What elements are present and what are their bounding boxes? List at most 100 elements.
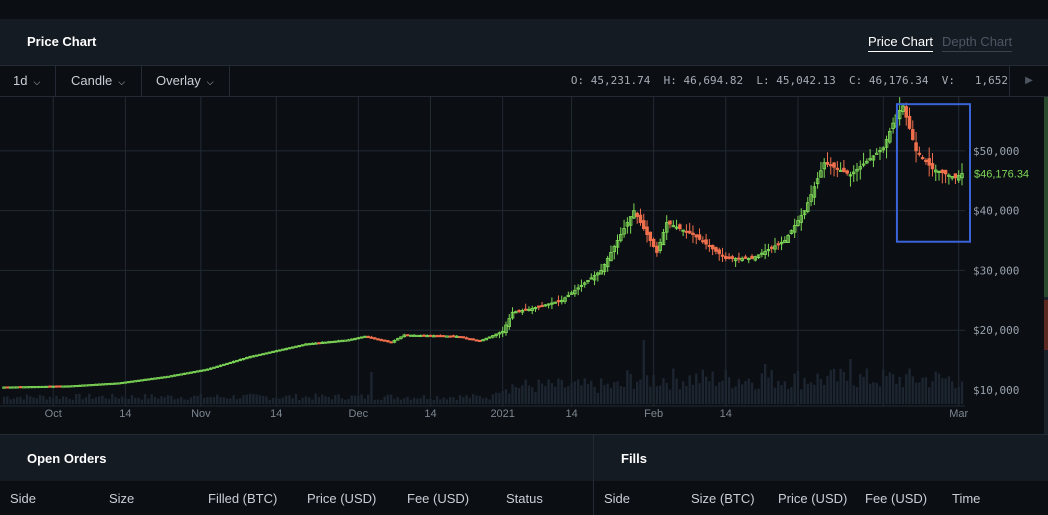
candle-body <box>28 386 32 389</box>
volume-bar <box>642 340 645 404</box>
candles <box>2 97 964 389</box>
volume-bar <box>219 397 222 404</box>
volume-bar <box>534 392 537 404</box>
volume-bar <box>635 381 639 404</box>
interval-label: 1d <box>13 73 28 88</box>
candle-body <box>192 371 197 374</box>
x-tick-label: Mar <box>949 408 968 420</box>
candle-body <box>2 386 6 389</box>
volume-bar <box>140 399 143 404</box>
candle-body <box>911 129 915 141</box>
candle-body <box>648 231 653 241</box>
candle-body <box>212 366 216 369</box>
volume-bar <box>42 395 45 404</box>
candle-body <box>340 339 344 343</box>
candle-body <box>845 170 849 174</box>
volume-bar <box>658 385 662 404</box>
column-header[interactable]: Filled (BTC) <box>208 491 278 506</box>
volume-bar <box>655 386 659 404</box>
volume-bar <box>780 384 783 404</box>
candle-body <box>724 256 728 259</box>
volume-bar <box>439 399 442 404</box>
volume-bar <box>947 376 951 404</box>
candle-body <box>527 308 531 311</box>
tab-depth-chart[interactable]: Depth Chart <box>942 34 1013 52</box>
candle-body <box>84 384 88 387</box>
candle-body <box>484 337 489 341</box>
volume-bar <box>695 373 698 404</box>
volume-bar <box>166 395 170 404</box>
volume-bar <box>55 395 58 404</box>
volume-bar <box>514 386 518 404</box>
volume-bar <box>777 380 780 404</box>
candle-body <box>458 336 462 339</box>
column-header[interactable]: Size (BTC) <box>691 491 755 506</box>
candle-body <box>796 220 800 227</box>
candle-body <box>704 239 708 245</box>
column-header[interactable]: Time <box>952 491 981 506</box>
column-header[interactable]: Fee (USD) <box>865 491 928 506</box>
volume-bar <box>150 394 153 404</box>
candle-body <box>855 168 859 172</box>
volume-bar <box>206 397 209 404</box>
volume-bar <box>882 369 885 404</box>
volume-bar <box>668 389 672 404</box>
volume-bar <box>448 396 452 404</box>
candle-body <box>655 245 659 253</box>
column-header[interactable]: Side <box>10 491 37 506</box>
volume-bar <box>242 395 245 404</box>
top-strip <box>0 0 1048 19</box>
volume-bar <box>537 379 540 404</box>
candle-body <box>274 350 279 353</box>
candle-body <box>392 339 397 343</box>
volume-bar <box>455 399 458 404</box>
column-header[interactable]: Side <box>604 491 631 506</box>
candle-body <box>117 382 121 385</box>
volume-bar <box>786 389 790 404</box>
candle-body <box>172 374 177 377</box>
column-header[interactable]: Fee (USD) <box>407 491 470 506</box>
volume-bar <box>471 394 475 404</box>
chart-type-select[interactable]: Candle ⌵ <box>56 66 142 96</box>
x-tick-label: 2021 <box>490 408 514 420</box>
volume-bar <box>232 395 235 404</box>
tab-price-chart[interactable]: Price Chart <box>868 34 934 52</box>
volume-bar <box>22 399 25 404</box>
candle-body <box>107 383 111 386</box>
candle-body <box>100 383 105 386</box>
volume-bar <box>708 381 711 404</box>
volume-bar <box>281 397 285 404</box>
candle-body <box>927 158 931 166</box>
interval-select[interactable]: 1d ⌵ <box>0 66 56 96</box>
volume-bar <box>81 399 84 404</box>
volume-bar <box>508 393 511 404</box>
volume-bar <box>12 398 16 404</box>
volume-bar <box>288 395 291 404</box>
column-header[interactable]: Size <box>109 491 135 506</box>
candle-body <box>271 350 275 354</box>
candle-body <box>589 277 594 280</box>
current-price-label: $46,176.34 <box>974 169 1029 181</box>
column-header[interactable]: Price (USD) <box>307 491 377 506</box>
price-chart[interactable]: $50,000 $40,000 $30,000 $20,000 $10,000 Oct 1… <box>0 97 1044 434</box>
overlay-select[interactable]: Overlay ⌵ <box>142 66 230 96</box>
volume-bar <box>193 395 196 404</box>
volume-bar <box>68 398 71 404</box>
x-tick-label: 14 <box>270 408 282 420</box>
volume-bar <box>911 376 914 404</box>
open-orders-header: Open Orders <box>0 434 593 481</box>
volume-bar <box>32 397 35 404</box>
play-icon[interactable]: ▶ <box>1009 66 1048 96</box>
chevron-down-icon: ⌵ <box>206 77 214 87</box>
column-header[interactable]: Status <box>506 491 543 506</box>
candle-body <box>924 159 928 163</box>
volume-bar <box>603 385 606 404</box>
candle-body <box>461 336 466 339</box>
volume-bar <box>330 399 334 404</box>
column-header[interactable]: Price (USD) <box>778 491 848 506</box>
open-orders-title: Open Orders <box>27 451 107 466</box>
candle-body <box>684 230 689 233</box>
volume-bar <box>734 386 737 404</box>
candle-body <box>80 384 85 387</box>
candle-body <box>540 305 544 308</box>
